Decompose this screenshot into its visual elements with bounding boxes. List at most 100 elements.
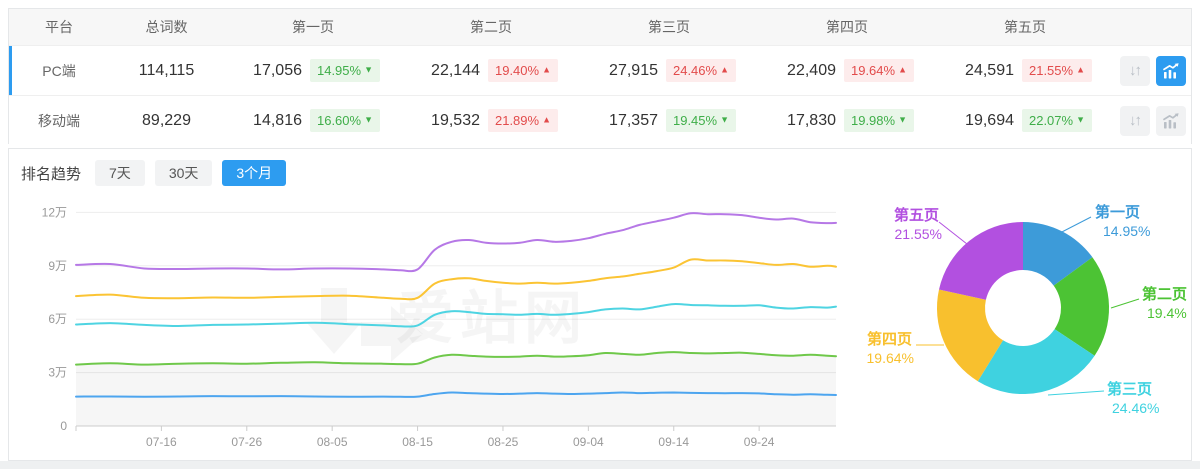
platform-cell: PC端	[42, 62, 76, 79]
page-value: 17,357	[609, 111, 658, 129]
trend-chart-button[interactable]	[1155, 55, 1186, 86]
change-arrow-icon: ▼	[898, 114, 907, 125]
donut-slice-第三页[interactable]	[977, 329, 1095, 395]
total-cell: 114,115	[138, 61, 195, 79]
label-leader-line	[1055, 216, 1092, 236]
trend-chart-button[interactable]	[1155, 105, 1186, 136]
donut-slice-第四页[interactable]	[936, 289, 1003, 382]
change-arrow-icon: ▼	[364, 114, 373, 125]
trend-line-第二页	[75, 351, 837, 366]
donut-percent: 19.4%	[1147, 305, 1187, 321]
page-value: 17,830	[787, 111, 836, 129]
label-leader-line	[938, 221, 968, 245]
header-page-2: 第二页	[470, 19, 512, 35]
page-value: 14,816	[253, 111, 302, 129]
donut-chart: 第一页 14.95% 第二页 19.4% 第三页 24.46% 第四页 19.64% 第五页 21…	[867, 203, 1188, 416]
trend-line-第五页	[75, 212, 837, 273]
page-value: 22,144	[431, 61, 480, 79]
change-badge: 19.45% ▼	[665, 109, 736, 132]
sort-button[interactable]: ↓↑	[1119, 105, 1150, 136]
trend-line-第四页	[75, 258, 837, 301]
x-axis-label: 09-14	[658, 435, 689, 449]
change-badge: 22.07% ▼	[1021, 109, 1092, 132]
page-cell: 19,694 22.07% ▼	[936, 109, 1114, 132]
donut-label: 第四页	[867, 330, 912, 348]
donut-percent: 14.95%	[1103, 223, 1150, 239]
change-value: 19.98%	[850, 113, 896, 128]
area-fill	[76, 352, 836, 426]
tab-3m[interactable]: 3个月	[222, 160, 287, 186]
page-value: 24,591	[965, 61, 1014, 79]
y-axis-label: 0	[60, 419, 67, 433]
sort-button[interactable]: ↓↑	[1119, 55, 1150, 86]
change-arrow-icon: ▼	[364, 64, 373, 75]
change-badge: 21.89% ▲	[487, 109, 558, 132]
page-cell: 22,144 19.40% ▲	[402, 59, 580, 82]
trend-line-第三页	[75, 303, 837, 328]
page-cell: 27,915 24.46% ▲	[580, 59, 758, 82]
tab-7d[interactable]: 7天	[95, 160, 145, 186]
donut-label: 第五页	[894, 206, 939, 224]
trend-line-第一页	[75, 391, 837, 398]
keyword-rank-table: 平台 总词数 第一页 第二页 第三页 第四页 第五页 PC端 114,115 1…	[8, 8, 1192, 145]
table-row-mobile[interactable]: 移动端 89,229 14,816 16.60% ▼ 19,532 21.89% ▲…	[9, 95, 1191, 145]
page-cell: 19,532 21.89% ▲	[402, 109, 580, 132]
change-badge: 16.60% ▼	[309, 109, 380, 132]
page-value: 22,409	[787, 61, 836, 79]
x-axis-label: 08-25	[488, 435, 519, 449]
page-cell: 17,056 14.95% ▼	[224, 59, 402, 82]
donut-percent: 24.46%	[1112, 400, 1159, 416]
table-header-row: 平台 总词数 第一页 第二页 第三页 第四页 第五页	[9, 9, 1191, 45]
label-leader-line	[1110, 298, 1140, 309]
change-value: 19.64%	[850, 63, 896, 78]
page-background-strip	[0, 461, 1200, 469]
y-axis-label: 6万	[48, 312, 67, 326]
change-arrow-icon: ▲	[542, 114, 551, 125]
page-cell: 14,816 16.60% ▼	[224, 109, 402, 132]
change-value: 21.89%	[494, 113, 540, 128]
header-page-3: 第三页	[648, 19, 690, 35]
change-arrow-icon: ▲	[720, 64, 729, 75]
change-arrow-icon: ▲	[542, 64, 551, 75]
page-cell: 24,591 21.55% ▲	[936, 59, 1114, 82]
change-value: 16.60%	[316, 113, 362, 128]
header-platform: 平台	[45, 19, 73, 35]
donut-percent: 21.55%	[895, 226, 942, 242]
tab-30d[interactable]: 30天	[154, 160, 213, 186]
change-arrow-icon: ▲	[898, 64, 907, 75]
change-value: 22.07%	[1028, 113, 1074, 128]
donut-label: 第三页	[1107, 380, 1152, 398]
trend-chart-icon	[1162, 62, 1179, 78]
change-badge: 19.64% ▲	[843, 59, 914, 82]
trend-title: 排名趋势	[21, 165, 82, 183]
header-page-5: 第五页	[1004, 19, 1046, 35]
page-cell: 22,409 19.64% ▲	[758, 59, 936, 82]
table-row-pc[interactable]: PC端 114,115 17,056 14.95% ▼ 22,144 19.40%…	[9, 45, 1191, 95]
header-total: 总词数	[145, 19, 188, 35]
change-badge: 19.40% ▲	[487, 59, 558, 82]
x-axis-label: 07-16	[146, 435, 177, 449]
y-axis-label: 12万	[42, 205, 67, 219]
page-cell: 17,830 19.98% ▼	[758, 109, 936, 132]
change-arrow-icon: ▼	[720, 114, 729, 125]
change-arrow-icon: ▲	[1076, 64, 1085, 75]
donut-slice-第一页[interactable]	[1023, 222, 1093, 286]
page-value: 27,915	[609, 61, 658, 79]
change-badge: 24.46% ▲	[665, 59, 736, 82]
change-badge: 21.55% ▲	[1021, 59, 1092, 82]
x-axis-label: 09-24	[744, 435, 775, 449]
x-axis-label: 09-04	[573, 435, 604, 449]
page-value: 19,694	[965, 111, 1014, 129]
donut-percent: 19.64%	[867, 350, 914, 366]
change-value: 19.45%	[672, 113, 718, 128]
donut-slice-第二页[interactable]	[1053, 257, 1110, 356]
change-value: 14.95%	[316, 63, 362, 78]
donut-slice-第五页[interactable]	[939, 222, 1023, 300]
sort-arrows-icon: ↓↑	[1129, 112, 1142, 129]
watermark: 爱站网	[396, 286, 588, 351]
trend-toolbar: 排名趋势 7天 30天 3个月	[21, 160, 287, 186]
watermark-logo-icon	[306, 288, 362, 354]
page-cell: 17,357 19.45% ▼	[580, 109, 758, 132]
change-value: 21.55%	[1028, 63, 1074, 78]
